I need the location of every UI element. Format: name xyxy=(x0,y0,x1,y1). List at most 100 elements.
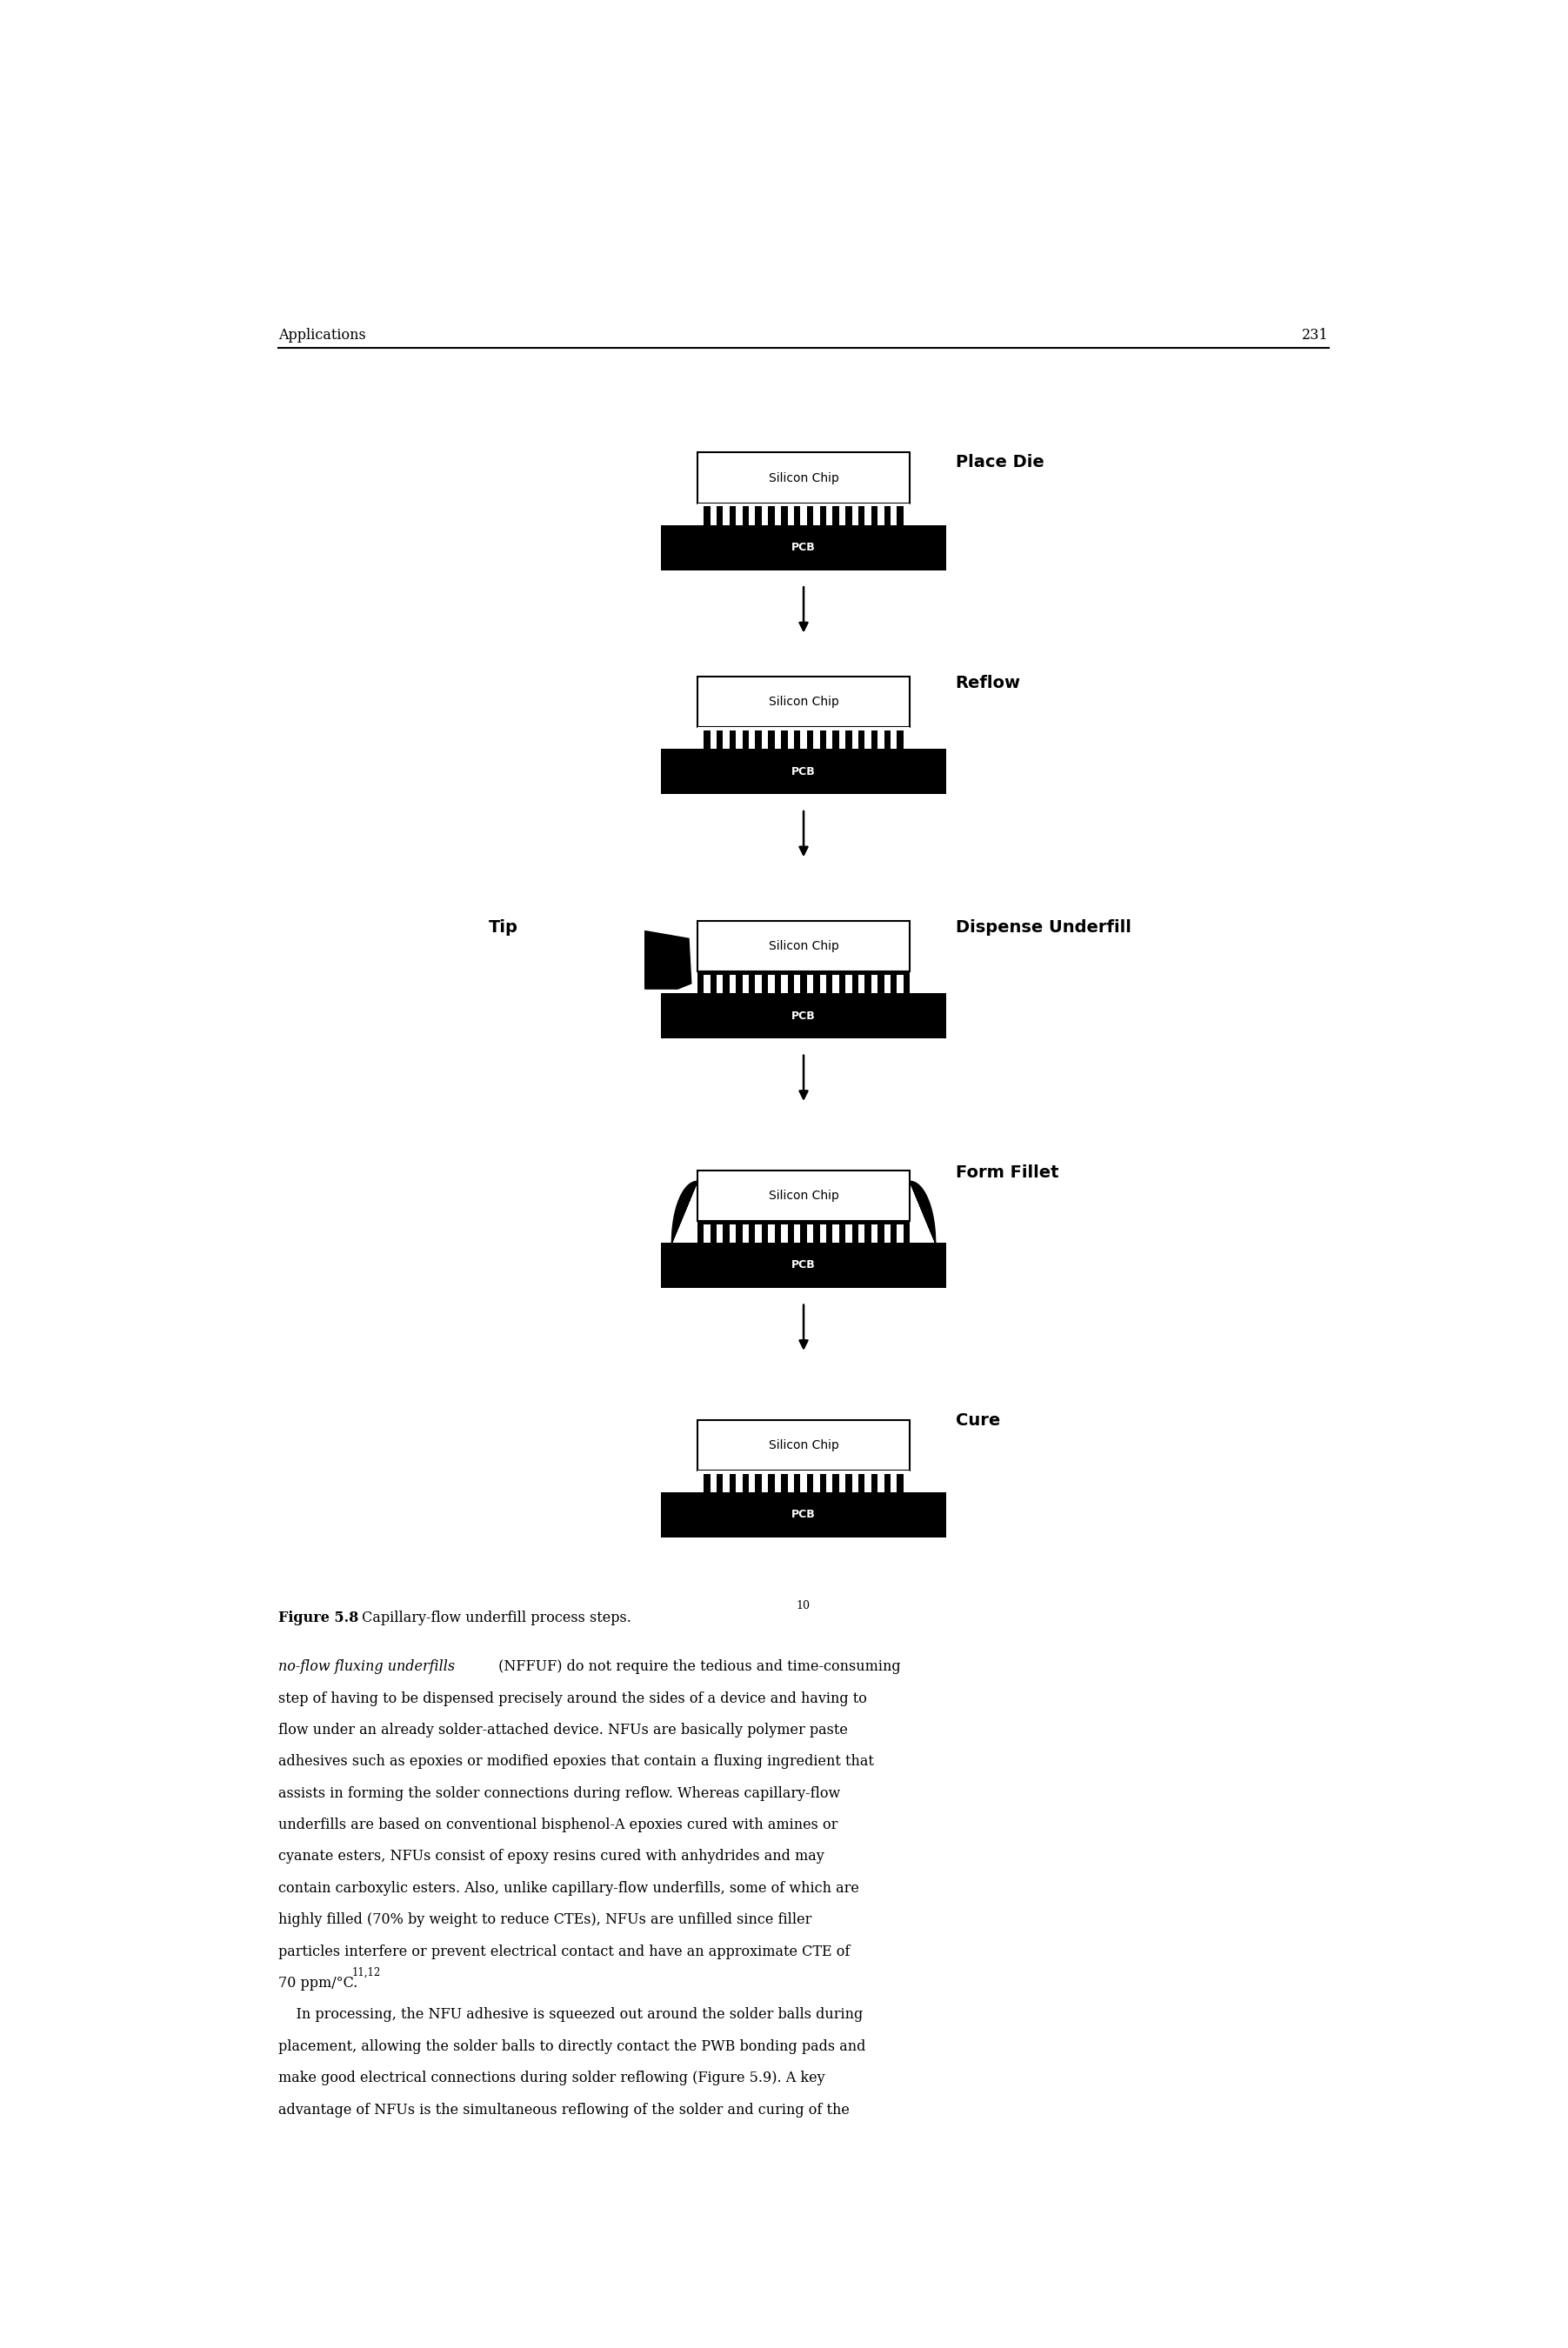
Bar xyxy=(858,1475,866,1493)
Text: placement, allowing the solder balls to directly contact the PWB bonding pads an: placement, allowing the solder balls to … xyxy=(279,2038,866,2054)
Bar xyxy=(768,507,775,526)
Bar xyxy=(781,730,787,749)
Bar xyxy=(729,974,735,993)
Text: 11,12: 11,12 xyxy=(351,1968,381,1977)
Bar xyxy=(768,1223,775,1242)
Bar xyxy=(729,1475,735,1493)
Bar xyxy=(660,526,947,571)
Text: Figure 5.8: Figure 5.8 xyxy=(279,1611,359,1625)
Text: highly filled (70% by weight to reduce CTEs), NFUs are unfilled since filler: highly filled (70% by weight to reduce C… xyxy=(279,1914,812,1928)
Bar xyxy=(729,507,735,526)
Bar xyxy=(833,507,839,526)
Bar xyxy=(704,1475,710,1493)
Text: Silicon Chip: Silicon Chip xyxy=(768,1190,839,1202)
Bar xyxy=(717,974,723,993)
Bar xyxy=(698,728,909,749)
Bar xyxy=(808,507,814,526)
Bar xyxy=(660,1242,947,1289)
Text: Silicon Chip: Silicon Chip xyxy=(768,1439,839,1451)
Text: Capillary-flow underfill process steps.: Capillary-flow underfill process steps. xyxy=(358,1611,632,1625)
Bar xyxy=(897,507,903,526)
Bar xyxy=(742,1475,750,1493)
Bar xyxy=(698,1470,909,1493)
Bar xyxy=(729,1223,735,1242)
Bar xyxy=(897,1223,903,1242)
Text: Place Die: Place Die xyxy=(955,453,1044,472)
Bar xyxy=(820,1475,826,1493)
Bar xyxy=(820,974,826,993)
Bar xyxy=(845,730,851,749)
Bar xyxy=(808,974,814,993)
Bar xyxy=(833,974,839,993)
Bar xyxy=(781,507,787,526)
Bar xyxy=(793,1223,800,1242)
Bar xyxy=(742,507,750,526)
Bar xyxy=(660,993,947,1038)
Bar xyxy=(717,1223,723,1242)
Text: PCB: PCB xyxy=(792,1510,815,1522)
Polygon shape xyxy=(671,1181,698,1242)
Text: Silicon Chip: Silicon Chip xyxy=(768,939,839,953)
Bar xyxy=(660,749,947,794)
Bar xyxy=(884,730,891,749)
Bar xyxy=(845,1223,851,1242)
Bar xyxy=(820,1223,826,1242)
Bar xyxy=(698,453,909,502)
Bar xyxy=(897,974,903,993)
Bar xyxy=(897,1475,903,1493)
Text: assists in forming the solder connections during reflow. Whereas capillary-flow: assists in forming the solder connection… xyxy=(279,1787,840,1801)
Bar xyxy=(833,1475,839,1493)
Text: no-flow fluxing underfills: no-flow fluxing underfills xyxy=(279,1660,455,1674)
Bar xyxy=(660,1493,947,1538)
Text: PCB: PCB xyxy=(792,765,815,777)
Text: make good electrical connections during solder reflowing (Figure 5.9). A key: make good electrical connections during … xyxy=(279,2071,825,2085)
Bar xyxy=(742,1223,750,1242)
Bar xyxy=(833,730,839,749)
Text: particles interfere or prevent electrical contact and have an approximate CTE of: particles interfere or prevent electrica… xyxy=(279,1944,850,1958)
Text: step of having to be dispensed precisely around the sides of a device and having: step of having to be dispensed precisely… xyxy=(279,1691,867,1707)
Text: adhesives such as epoxies or modified epoxies that contain a fluxing ingredient : adhesives such as epoxies or modified ep… xyxy=(279,1754,875,1768)
Bar xyxy=(845,974,851,993)
Bar xyxy=(858,730,866,749)
Bar xyxy=(781,1223,787,1242)
Bar xyxy=(793,1475,800,1493)
Polygon shape xyxy=(909,1181,936,1242)
Text: PCB: PCB xyxy=(792,542,815,554)
Text: advantage of NFUs is the simultaneous reflowing of the solder and curing of the: advantage of NFUs is the simultaneous re… xyxy=(279,2101,850,2118)
Bar xyxy=(781,1475,787,1493)
Bar xyxy=(756,1223,762,1242)
Text: 231: 231 xyxy=(1301,326,1328,343)
Text: 70 ppm/°C.: 70 ppm/°C. xyxy=(279,1975,358,1991)
Bar xyxy=(768,974,775,993)
Bar xyxy=(845,507,851,526)
Bar xyxy=(698,972,909,993)
Text: Reflow: Reflow xyxy=(955,674,1021,690)
Text: Cure: Cure xyxy=(955,1413,1000,1430)
Bar xyxy=(698,1421,909,1470)
Bar xyxy=(742,974,750,993)
Bar xyxy=(793,507,800,526)
Bar xyxy=(884,974,891,993)
Bar xyxy=(704,1223,710,1242)
Bar xyxy=(833,1223,839,1242)
Bar xyxy=(704,974,710,993)
Text: PCB: PCB xyxy=(792,1010,815,1021)
Bar xyxy=(793,730,800,749)
Bar xyxy=(872,1475,878,1493)
Text: contain carboxylic esters. Also, unlike capillary-flow underfills, some of which: contain carboxylic esters. Also, unlike … xyxy=(279,1881,859,1895)
Text: Form Fillet: Form Fillet xyxy=(955,1165,1058,1181)
Bar xyxy=(756,974,762,993)
Bar xyxy=(872,1223,878,1242)
Bar xyxy=(820,507,826,526)
Bar xyxy=(729,730,735,749)
Bar xyxy=(704,507,710,526)
Bar xyxy=(756,730,762,749)
Bar xyxy=(768,730,775,749)
Bar xyxy=(781,974,787,993)
Bar xyxy=(717,730,723,749)
Bar xyxy=(808,1223,814,1242)
Text: cyanate esters, NFUs consist of epoxy resins cured with anhydrides and may: cyanate esters, NFUs consist of epoxy re… xyxy=(279,1850,825,1864)
Bar xyxy=(742,730,750,749)
Bar xyxy=(717,507,723,526)
Text: 10: 10 xyxy=(797,1599,811,1611)
